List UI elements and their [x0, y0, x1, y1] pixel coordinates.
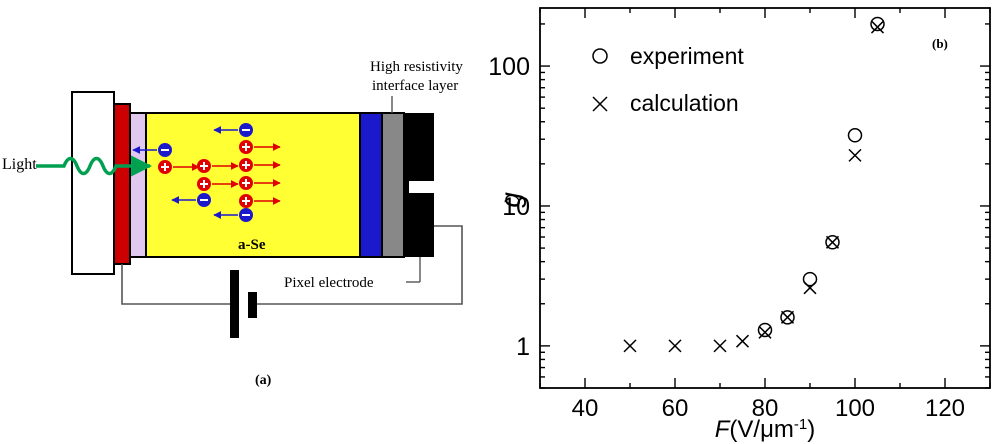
x-tick-label: 120	[925, 395, 965, 422]
battery-short-plate	[248, 292, 257, 318]
calculation-point	[780, 310, 795, 324]
y-axis-title: g	[495, 192, 526, 208]
chart-points	[623, 16, 885, 353]
material-label: a-Se	[238, 237, 266, 253]
battery-long-plate	[230, 270, 239, 338]
wire-left	[121, 264, 230, 305]
legend-calculation: calculation	[630, 90, 739, 116]
pixel-label: Pixel electrode	[284, 275, 374, 291]
calculation-point	[758, 325, 772, 339]
legend-experiment: experiment	[630, 43, 744, 69]
chart-frame	[539, 7, 991, 389]
calculation-point	[668, 339, 682, 353]
wire-right	[256, 225, 463, 305]
panel-a-label: (a)	[255, 373, 272, 388]
y-tick-label: 10	[502, 193, 530, 221]
y-tick-label: 1	[516, 333, 530, 361]
hole-plus-sign	[242, 197, 250, 205]
hole-plus-sign	[161, 163, 169, 171]
top-electrode	[113, 103, 131, 265]
experiment-point	[825, 235, 840, 250]
calculation-point	[825, 235, 840, 249]
blue-layer	[359, 112, 383, 258]
experiment-point	[847, 128, 863, 143]
x-tick-label: 40	[572, 395, 599, 422]
interface-layer	[381, 112, 405, 258]
calculation-point	[870, 20, 885, 34]
calculation-point	[803, 281, 817, 295]
x-axis-title: F(V/μm-1)	[715, 416, 816, 444]
calculation-point	[623, 339, 637, 353]
experiment-point	[780, 310, 795, 325]
blocking-layer	[129, 112, 147, 258]
hole-plus-sign	[242, 179, 250, 187]
glass-substrate	[71, 91, 115, 275]
hole-plus-sign	[200, 162, 208, 170]
legend-cross-icon	[592, 96, 608, 112]
y-tick-label: 100	[488, 53, 530, 81]
experiment-point	[757, 322, 773, 338]
calculation-point	[713, 339, 727, 353]
x-axis-unit: (V/μm	[729, 416, 794, 443]
light-label: Light	[2, 156, 37, 173]
experiment-point	[870, 16, 885, 32]
interface-label-line2: interface layer	[372, 78, 458, 94]
calculation-point	[735, 334, 750, 348]
x-axis-exponent: -1	[794, 416, 807, 433]
charge-carriers	[132, 123, 281, 222]
device-schematic: Light a-Se High resistivity interface la…	[2, 59, 463, 388]
x-tick-label: 60	[662, 395, 689, 422]
x-tick-label: 100	[835, 395, 875, 422]
hole-plus-sign	[242, 143, 250, 151]
a-se-layer	[145, 112, 361, 258]
x-axis-close: )	[807, 416, 815, 443]
hole-plus-sign	[200, 180, 208, 188]
x-axis-symbol: F	[715, 416, 731, 443]
legend-circle-icon	[592, 48, 608, 64]
x-tick-label: 80	[752, 395, 779, 422]
light-wave-icon	[36, 155, 153, 177]
hole-plus-sign	[242, 161, 250, 169]
panel-b-label: (b)	[932, 36, 948, 51]
calculation-point	[848, 148, 862, 162]
pixel-electrode	[404, 113, 434, 257]
interface-label-line1: High resistivity	[370, 59, 463, 75]
experiment-point	[802, 271, 818, 287]
